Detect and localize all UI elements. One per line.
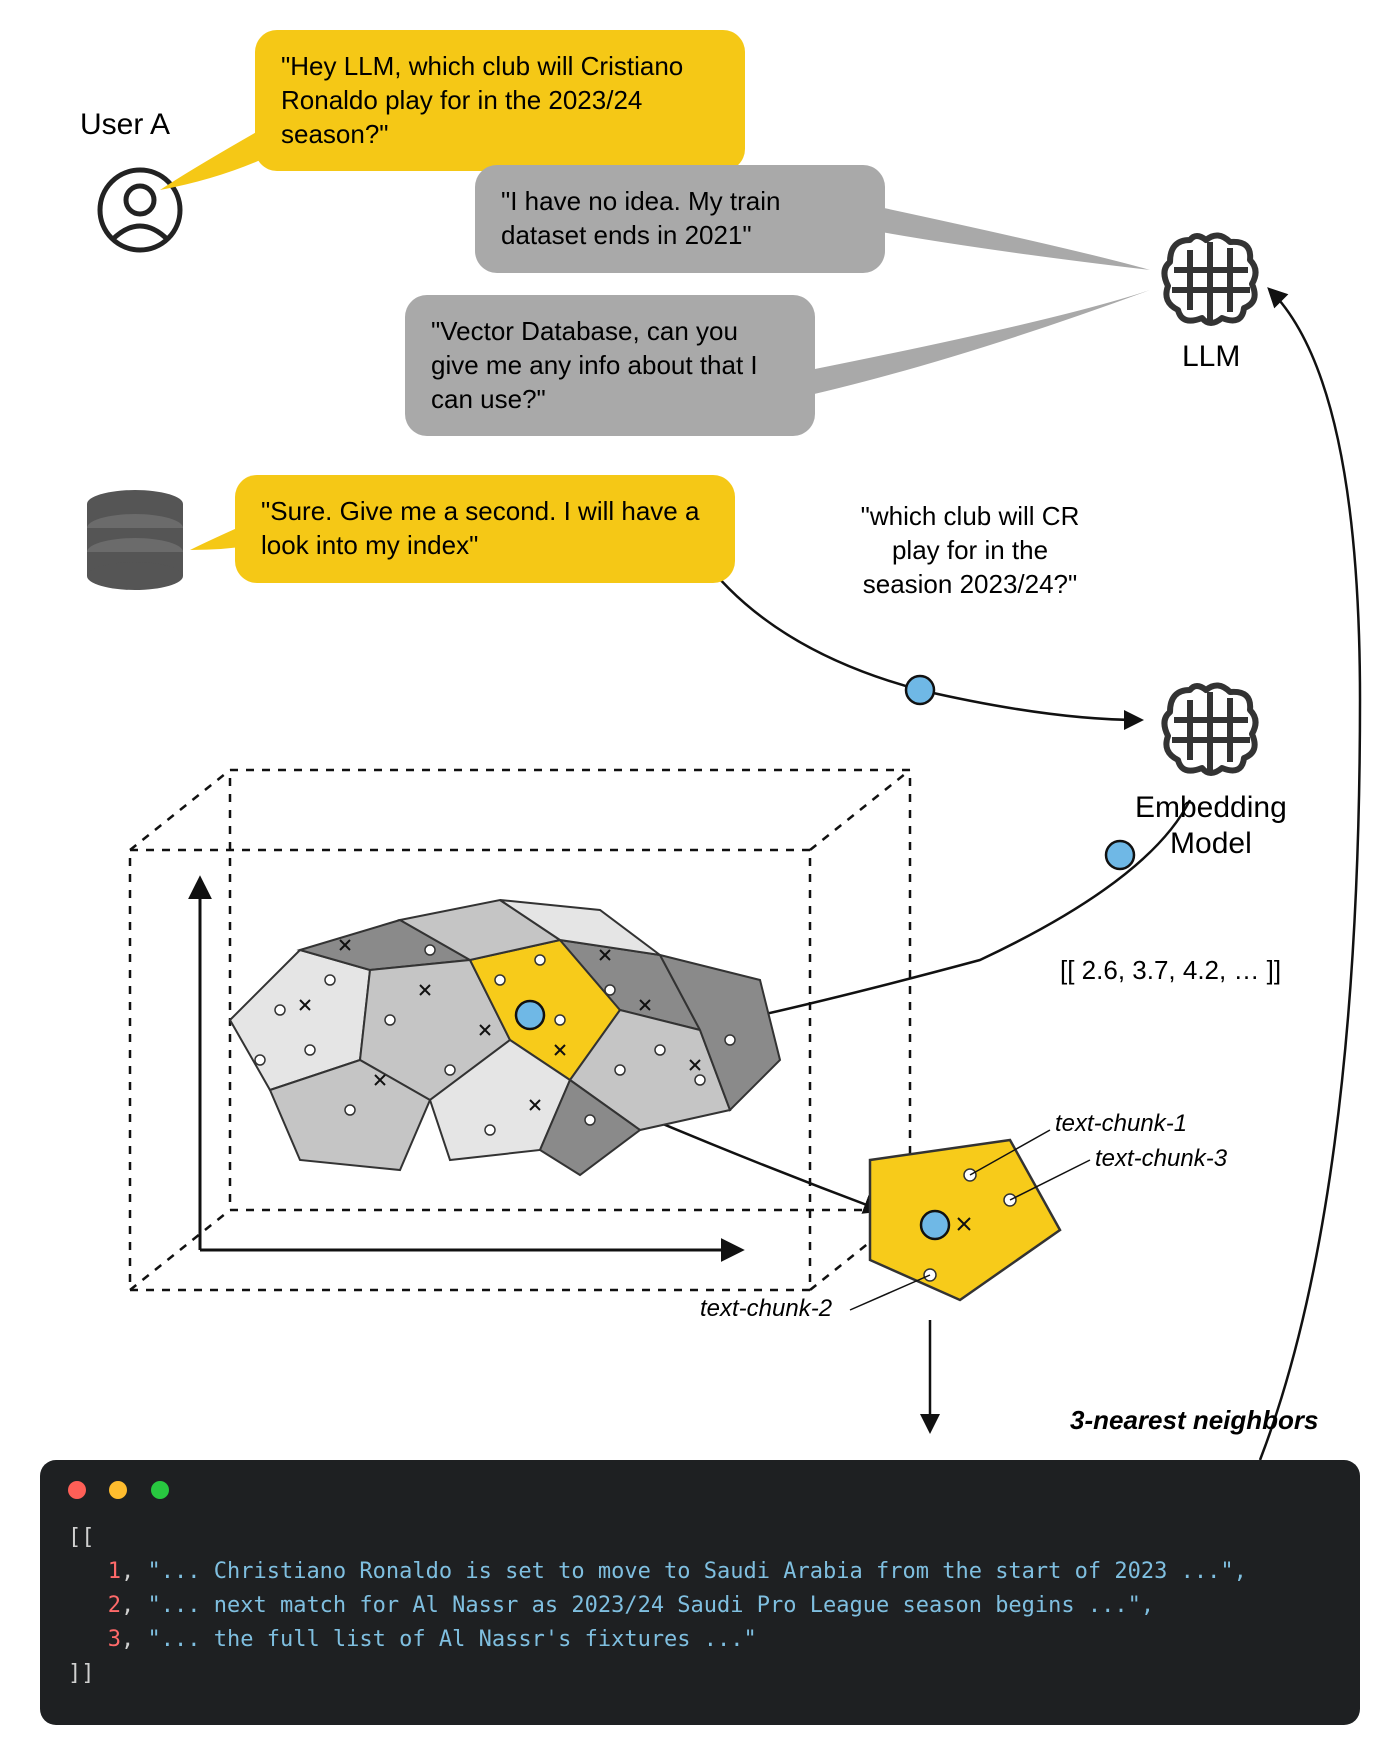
code-line-2: 2, "... next match for Al Nassr as 2023/… [68, 1589, 1332, 1623]
embedding-label: Embedding Model [1135, 790, 1287, 862]
voronoi-points [255, 940, 735, 1135]
arrow-cell-to-zoom [560, 1080, 880, 1210]
user-label: User A [80, 108, 170, 142]
chunk-3-label: text-chunk-3 [1095, 1145, 1227, 1173]
bubble-user-question: "Hey LLM, which club will Cristiano Rona… [255, 30, 745, 171]
bubble-llm-reply-2: "Vector Database, can you give me any in… [405, 295, 815, 436]
zoom-cell [850, 1130, 1090, 1310]
code-window: [[ 1, "... Christiano Ronaldo is set to … [40, 1460, 1360, 1725]
chunk-2-label: text-chunk-2 [700, 1295, 832, 1323]
knn-label: 3-nearest neighbors [1070, 1405, 1319, 1436]
query-text: "which club will CR play for in the seas… [820, 500, 1120, 601]
vector-space-box [130, 770, 910, 1290]
bubble-db-reply: "Sure. Give me a second. I will have a l… [235, 475, 735, 583]
llm-brain-icon [1164, 235, 1255, 323]
tail-llm2 [810, 290, 1150, 395]
user-icon [100, 170, 180, 250]
code-line-3: 3, "... the full list of Al Nassr's fixt… [68, 1623, 1332, 1657]
blue-dot-1 [906, 676, 934, 704]
tail-llm1 [870, 205, 1150, 270]
arrow-results-to-llm [1260, 290, 1360, 1460]
chunk-1-label: text-chunk-1 [1055, 1110, 1187, 1138]
llm-label: LLM [1182, 340, 1240, 374]
code-open-brackets: [[ [68, 1525, 95, 1550]
embedding-brain-icon [1164, 685, 1255, 773]
blue-dot-2 [1106, 841, 1134, 869]
database-icon [87, 490, 183, 590]
window-dot-yellow [109, 1481, 127, 1499]
query-point [516, 1001, 544, 1029]
vector-value: [[ 2.6, 3.7, 4.2, … ]] [1060, 955, 1281, 986]
window-dot-green [151, 1481, 169, 1499]
voronoi-regions [230, 900, 780, 1175]
window-dot-red [68, 1481, 86, 1499]
diagram-canvas: User A [0, 0, 1400, 1742]
code-line-1: 1, "... Christiano Ronaldo is set to mov… [68, 1555, 1332, 1589]
code-close-brackets: ]] [68, 1661, 95, 1686]
arrow-embed-to-space [580, 800, 1190, 1050]
bubble-llm-reply-1: "I have no idea. My train dataset ends i… [475, 165, 885, 273]
vector-space-axes [200, 880, 740, 1250]
